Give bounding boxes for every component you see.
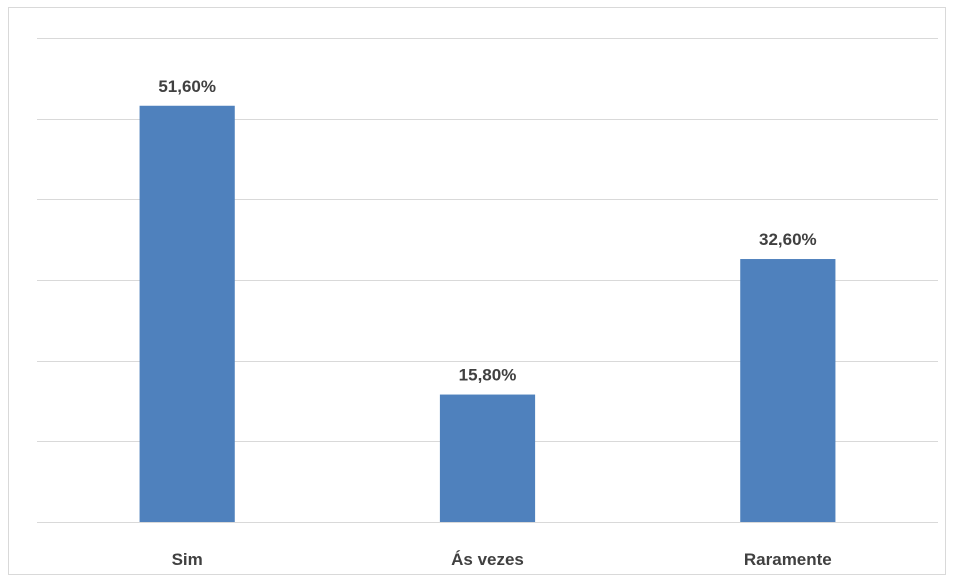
data-label: 51,60% <box>158 77 216 96</box>
bars <box>139 105 836 522</box>
data-labels: 51,60% 15,80% 32,60% <box>158 77 816 385</box>
data-label: 32,60% <box>759 230 817 249</box>
bar <box>139 105 235 522</box>
x-tick-label: Raramente <box>744 550 832 569</box>
data-label: 15,80% <box>459 366 517 385</box>
x-tick-label: Sim <box>172 550 203 569</box>
bar <box>740 259 836 522</box>
bar <box>439 394 536 522</box>
x-axis-tick-labels: Sim Ás vezes Raramente <box>172 550 832 569</box>
x-tick-label: Ás vezes <box>451 550 524 569</box>
